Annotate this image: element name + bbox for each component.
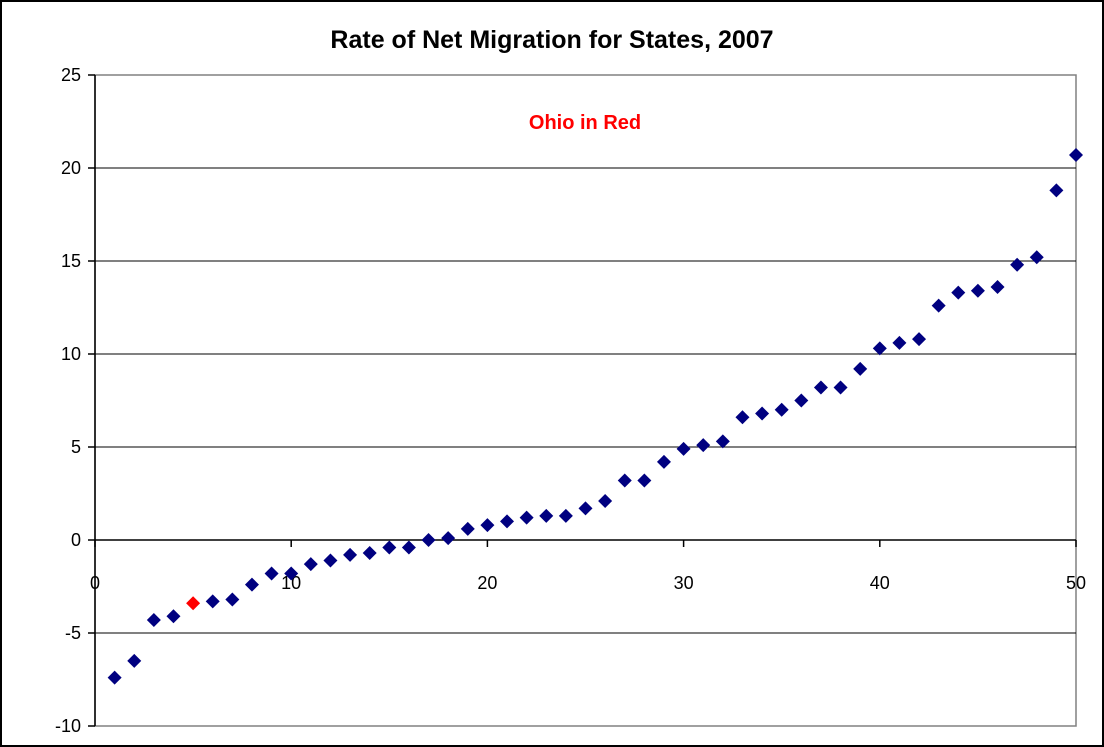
axes [88,74,1077,727]
data-point [892,335,907,350]
y-tick-label: 10 [61,344,81,364]
data-point [1010,257,1025,272]
data-point [362,546,377,561]
data-point [853,361,868,376]
data-point [735,410,750,425]
data-point [166,609,181,624]
data-point [558,508,573,523]
data-point [303,557,318,572]
data-point [401,540,416,555]
data-point [421,533,436,547]
data-point [637,473,652,488]
data-point [1049,183,1064,198]
data-point [872,341,887,356]
data-point [912,332,927,347]
data-point [990,280,1005,295]
data-point [205,594,220,609]
data-point [460,521,475,536]
data-point [284,566,299,581]
data-point [225,592,240,607]
data-point [715,434,730,449]
data-point [774,402,789,417]
data-point [264,566,279,581]
data-point [441,531,456,546]
data-point [833,380,848,395]
data-point [500,514,515,529]
x-tick-label: 0 [90,573,100,593]
data-point [755,406,770,421]
x-tick-label: 20 [477,573,497,593]
x-tick-label: 30 [674,573,694,593]
y-tick-label: 15 [61,251,81,271]
data-point [970,283,985,298]
x-tick-label: 10 [281,573,301,593]
chart-title: Rate of Net Migration for States, 2007 [330,26,773,54]
data-point [598,493,613,508]
y-tick-label: -5 [65,623,81,643]
data-point [343,547,358,562]
data-point [813,380,828,395]
annotation-ohio: Ohio in Red [529,112,641,134]
x-tick-label: 40 [870,573,890,593]
data-point [794,393,809,408]
data-point [382,540,397,555]
y-tick-labels: 25 20 15 10 5 0 -5 -10 [55,65,81,736]
y-tick-label: 0 [71,530,81,550]
y-tick-label: 25 [61,65,81,85]
data-point [146,612,161,627]
data-point [951,285,966,300]
data-point [696,438,711,453]
x-tick-label: 50 [1066,573,1086,593]
data-point [931,298,946,313]
y-tick-label: -10 [55,716,81,736]
x-tick-labels: 0 10 20 30 40 50 [90,573,1086,593]
data-point [656,454,671,469]
data-points [107,147,1083,685]
data-point [539,508,554,523]
data-point [519,510,534,525]
data-point [617,473,632,488]
data-point [127,653,142,668]
y-tick-label: 20 [61,158,81,178]
data-point [578,501,593,516]
data-point [323,553,338,568]
data-point [1069,147,1083,162]
data-point [480,518,495,533]
data-point [244,577,259,592]
data-point-highlight [186,596,201,611]
data-point [107,670,122,685]
data-point [676,441,691,456]
data-point [1029,250,1044,265]
y-tick-label: 5 [71,437,81,457]
